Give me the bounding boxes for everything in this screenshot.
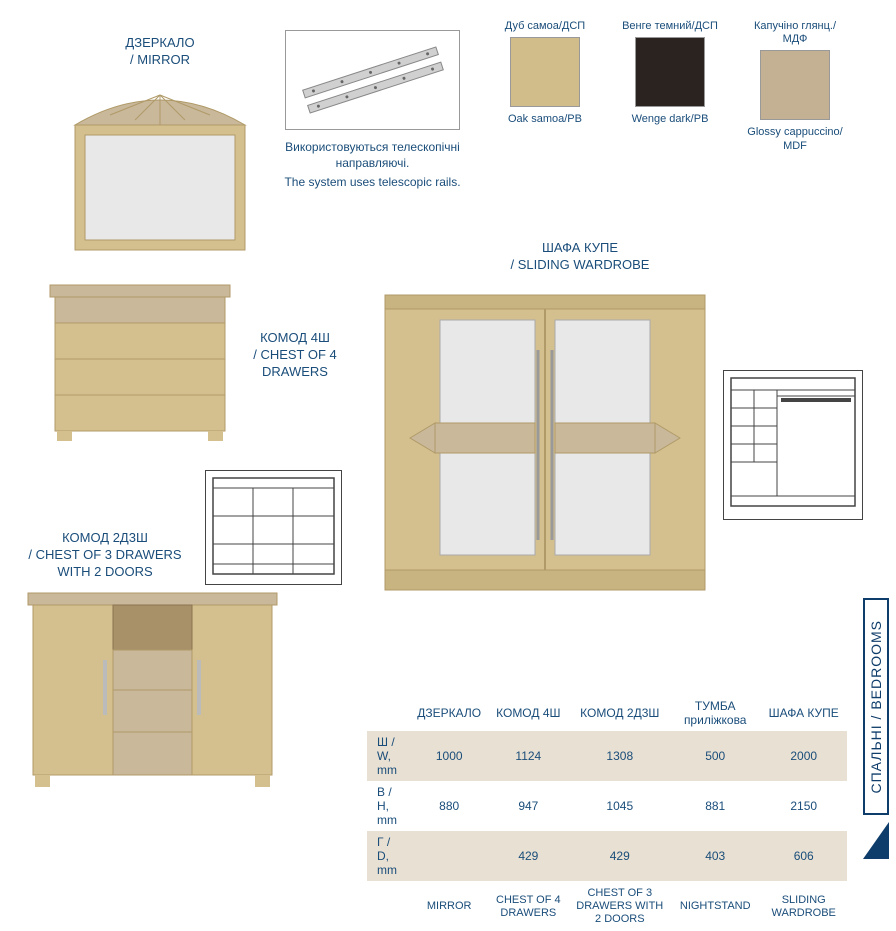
chest4-illustration — [45, 280, 235, 445]
mirror-uk: ДЗЕРКАЛО — [85, 35, 235, 52]
wardrobe-illustration — [380, 290, 710, 600]
cell: 1124 — [487, 731, 569, 781]
col-night-en: NIGHTSTAND — [670, 881, 760, 931]
mirror-label: ДЗЕРКАЛО / MIRROR — [85, 35, 235, 69]
table-header-uk: ДЗЕРКАЛО КОМОД 4Ш КОМОД 2Д3Ш ТУМБА прилі… — [367, 695, 847, 731]
section-tab-corner — [863, 822, 889, 859]
chest4-label: КОМОД 4Ш / CHEST OF 4 DRAWERS — [240, 330, 350, 381]
chest4-schematic — [205, 470, 342, 585]
chest4-en: / CHEST OF 4 DRAWERS — [240, 347, 350, 381]
swatch-wenge-chip — [635, 37, 705, 107]
swatch-capp: Капучіно глянц./ МДФ Glossy cappuccino/ … — [745, 20, 845, 153]
cell: 500 — [670, 731, 760, 781]
col-chest4-uk: КОМОД 4Ш — [487, 695, 569, 731]
cell: 1045 — [570, 781, 670, 831]
table-row: В / H, mm88094710458812150 — [367, 781, 847, 831]
col-mirror-en: MIRROR — [411, 881, 487, 931]
dimensions-table: ДЗЕРКАЛО КОМОД 4Ш КОМОД 2Д3Ш ТУМБА прилі… — [367, 695, 847, 931]
row-label: Г / D, mm — [367, 831, 411, 881]
wardrobe-schematic — [723, 370, 863, 520]
cell: 606 — [760, 831, 847, 881]
col-chest2-en: CHEST OF 3 DRAWERS WITH 2 DOORS — [570, 881, 670, 931]
chest2-uk: КОМОД 2Д3Ш — [25, 530, 185, 547]
cell: 1000 — [411, 731, 487, 781]
wardrobe-en: / SLIDING WARDROBE — [470, 257, 690, 274]
chest2-en: / CHEST OF 3 DRAW­ERS WITH 2 DOORS — [25, 547, 185, 581]
mirror-illustration — [70, 85, 250, 255]
chest2-illustration — [25, 590, 280, 790]
table-footer-en: MIRROR CHEST OF 4 DRAWERS CHEST OF 3 DRA… — [367, 881, 847, 931]
col-chest4-en: CHEST OF 4 DRAWERS — [487, 881, 569, 931]
table-row: Ш / W, mm1000112413085002000 — [367, 731, 847, 781]
swatch-wenge: Венге темний/ДСП Wenge dark/PB — [620, 20, 720, 126]
cell: 2000 — [760, 731, 847, 781]
col-chest2-uk: КОМОД 2Д3Ш — [570, 695, 670, 731]
cell: 881 — [670, 781, 760, 831]
col-ward-en: SLIDING WARDROBE — [760, 881, 847, 931]
chest2-label: КОМОД 2Д3Ш / CHEST OF 3 DRAW­ERS WITH 2 … — [25, 530, 185, 581]
rails-illustration — [285, 30, 460, 130]
mirror-en: / MIRROR — [85, 52, 235, 69]
swatch-capp-bottom: Glossy cappuccino/ MDF — [745, 126, 845, 152]
col-ward-uk: ШАФА КУПЕ — [760, 695, 847, 731]
cell: 429 — [570, 831, 670, 881]
cell: 880 — [411, 781, 487, 831]
chest4-uk: КОМОД 4Ш — [240, 330, 350, 347]
cell — [411, 831, 487, 881]
wardrobe-label: ШАФА КУПЕ / SLIDING WARDROBE — [470, 240, 690, 274]
swatch-oak-chip — [510, 37, 580, 107]
col-night-uk: ТУМБА приліжкова — [670, 695, 760, 731]
section-tab-text: СПАЛЬНІ / BEDROOMS — [868, 620, 884, 794]
swatch-capp-top: Капучіно глянц./ МДФ — [745, 20, 845, 46]
swatch-oak: Дуб самоа/ДСП Oak samoa/PB — [495, 20, 595, 126]
rails-uk: Використовуються телескопічні направляюч… — [280, 140, 465, 171]
swatch-capp-chip — [760, 50, 830, 120]
swatch-wenge-top: Венге темний/ДСП — [620, 20, 720, 33]
table-body: Ш / W, mm1000112413085002000В / H, mm880… — [367, 731, 847, 881]
cell: 403 — [670, 831, 760, 881]
swatch-oak-bottom: Oak samoa/PB — [495, 113, 595, 126]
cell: 947 — [487, 781, 569, 831]
wardrobe-uk: ШАФА КУПЕ — [470, 240, 690, 257]
rails-caption: Використовуються телескопічні направляюч… — [280, 140, 465, 191]
row-label: Ш / W, mm — [367, 731, 411, 781]
cell: 429 — [487, 831, 569, 881]
table-row: Г / D, mm429429403606 — [367, 831, 847, 881]
cell: 2150 — [760, 781, 847, 831]
row-label: В / H, mm — [367, 781, 411, 831]
swatch-wenge-bottom: Wenge dark/PB — [620, 113, 720, 126]
cell: 1308 — [570, 731, 670, 781]
swatch-oak-top: Дуб самоа/ДСП — [495, 20, 595, 33]
section-tab: СПАЛЬНІ / BEDROOMS — [863, 598, 889, 815]
rails-en: The system uses telescopic rails. — [280, 175, 465, 191]
col-mirror-uk: ДЗЕРКАЛО — [411, 695, 487, 731]
